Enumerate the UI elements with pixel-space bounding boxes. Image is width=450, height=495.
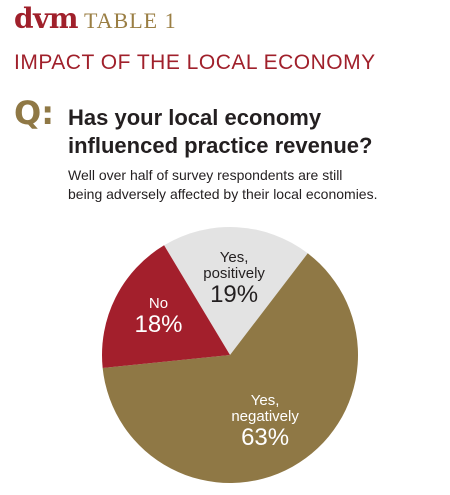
question-line-1: Has your local economy [68,105,322,130]
subtitle-line-1: Well over half of survey respondents are… [68,167,343,183]
table-label: TABLE 1 [83,8,177,33]
dvm-logo: dvm [14,2,78,35]
pie-slice [164,226,308,355]
slice-label: No [149,295,168,312]
chart-subtitle: Well over half of survey respondents are… [68,166,438,204]
slice-label: negatively [231,408,299,425]
question-text: Has your local economy influenced practi… [68,104,438,160]
pie-slices [102,226,359,484]
slice-label: positively [203,265,265,282]
brand-header: dvm TABLE 1 [14,2,177,38]
slice-label: Yes, [220,249,249,266]
pie-slice [102,253,359,484]
slice-label: Yes, [251,392,280,409]
question-marker: Q: [14,94,54,132]
table-headline: IMPACT OF THE LOCAL ECONOMY [14,51,376,74]
question-line-2: influenced practice revenue? [68,133,373,158]
slice-percent-label: 63% [241,424,289,451]
slice-percent-label: 18% [134,311,182,338]
pie-slice [102,245,230,368]
slice-percent-label: 19% [210,281,258,308]
subtitle-line-2: being adversely affected by their local … [68,186,378,202]
